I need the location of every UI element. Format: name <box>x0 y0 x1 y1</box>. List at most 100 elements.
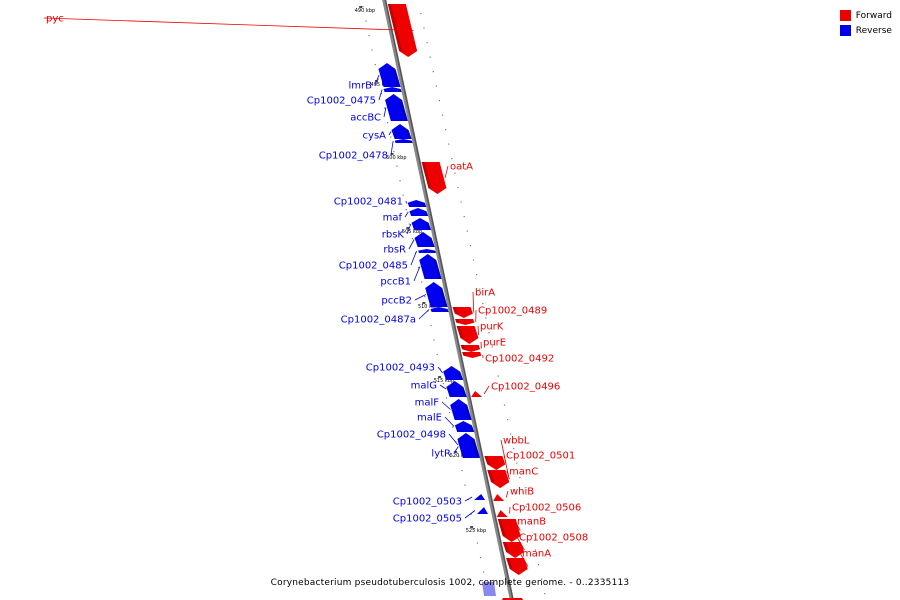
gene-label-lmrB: lmrB <box>349 81 373 92</box>
tick-dot <box>476 274 478 276</box>
gene-arrow <box>421 162 447 194</box>
tick-dot <box>479 288 481 290</box>
gene-arrow <box>487 470 510 488</box>
tick-dot <box>408 223 410 225</box>
gene-label-malE: malE <box>417 413 442 424</box>
gene-arrow <box>502 542 525 558</box>
gene-arrow <box>414 232 435 247</box>
tick-dot <box>387 122 389 124</box>
gene-arrow-side <box>484 456 491 465</box>
tick-dot <box>405 209 407 211</box>
tick-dot <box>472 259 475 261</box>
gene-arrow <box>506 558 528 575</box>
leader-line <box>388 131 392 136</box>
leader-line <box>410 250 417 266</box>
tick-dot <box>473 528 475 530</box>
gene-label-Cp1002_0505: Cp1002_0505 <box>393 514 462 525</box>
tick-dot <box>396 165 398 167</box>
gene-arrow-partial <box>482 582 496 596</box>
tick-dot <box>483 571 485 573</box>
gene-label-Cp1002_0493: Cp1002_0493 <box>366 363 435 374</box>
tick-dot <box>439 368 441 370</box>
leader-line <box>439 384 447 390</box>
backbone-line <box>382 0 513 600</box>
gene-arrow <box>474 494 486 500</box>
gene-label-pccB2: pccB2 <box>381 296 412 307</box>
leader-line <box>406 223 412 235</box>
tick-dot <box>476 542 479 544</box>
tick-dot <box>519 477 521 479</box>
leader-line <box>390 140 394 156</box>
gene-arrow-side <box>460 345 466 350</box>
gene-arrow <box>443 366 464 380</box>
leader-line <box>383 107 387 118</box>
tick-dot <box>455 441 457 443</box>
tick-dot <box>442 383 444 385</box>
leader-line <box>505 490 509 498</box>
gene-label-Cp1002_0496: Cp1002_0496 <box>491 382 560 393</box>
gene-label-manA: manA <box>522 549 551 560</box>
gene-arrow-side <box>487 470 495 482</box>
leader-line <box>413 266 421 282</box>
leader-line <box>506 470 510 480</box>
tick-dot <box>438 100 441 102</box>
tick-dot <box>435 85 437 87</box>
tick-dot <box>503 404 506 406</box>
gene-label-rbsK: rbsK <box>382 230 405 241</box>
forward-swatch <box>839 10 851 21</box>
gene-arrow <box>452 307 473 318</box>
tick-dot <box>463 216 465 218</box>
gene-label-Cp1002_0481: Cp1002_0481 <box>334 197 403 208</box>
gene-arrow-side <box>433 260 442 279</box>
tick-dot <box>426 42 428 44</box>
gene-labels: pyc lmrB Cp1002_0475 accBC cysA Cp1002_0478oa… <box>46 14 588 560</box>
gene-arrow-side <box>405 130 412 139</box>
gene-label-Cp1002_0485: Cp1002_0485 <box>339 261 408 272</box>
tick-dot <box>420 13 422 15</box>
gene-arrow <box>456 326 479 344</box>
tick-dot <box>433 339 435 341</box>
gene-arrow <box>450 399 472 420</box>
gene-arrow <box>496 510 508 517</box>
gene-arrow <box>462 352 482 358</box>
gene-arrow-side <box>464 405 472 420</box>
gene-label-lytR: lytR <box>431 449 451 460</box>
kbp-label: 525 kbp <box>466 528 486 534</box>
kbp-label: 520 kbp <box>450 453 470 459</box>
gene-label-Cp1002_0489: Cp1002_0489 <box>478 306 547 317</box>
leader-line <box>477 325 479 336</box>
tick-dot <box>479 557 482 559</box>
gene-arrow <box>383 87 402 92</box>
gene-arrow-side <box>457 371 464 380</box>
legend-label-forward: Forward <box>855 10 892 21</box>
tick-dot <box>525 506 527 508</box>
leader-line <box>378 89 383 101</box>
leader-line <box>437 366 443 374</box>
gene-arrow <box>460 345 481 352</box>
gene-label-oatA: oatA <box>450 162 473 173</box>
gene-label-manC: manC <box>509 467 538 478</box>
gene-label-purK: purK <box>480 322 504 333</box>
leader-line <box>472 291 475 313</box>
tick-dot <box>461 470 463 472</box>
kbp-label: 495 kbp <box>371 82 391 88</box>
tick-dot <box>531 535 533 537</box>
leader-line <box>453 446 459 454</box>
leader-line <box>418 309 430 320</box>
kbp-label: 515 kbp <box>434 378 454 384</box>
tick-dot <box>470 513 472 515</box>
legend-item-forward: Forward <box>839 8 892 23</box>
leader-line <box>43 17 414 31</box>
tick-dot <box>513 448 515 450</box>
kbp-label: 505 kbp <box>402 229 422 235</box>
leader-line <box>404 211 409 218</box>
tick-dot <box>497 375 499 377</box>
leader-line <box>374 74 380 86</box>
tick-dot <box>411 238 414 240</box>
gene-label-maf: maf <box>383 213 403 224</box>
leader-line <box>514 520 521 531</box>
tick-dot <box>441 114 444 116</box>
tick-dot <box>368 35 370 37</box>
tick-dot <box>452 426 454 428</box>
